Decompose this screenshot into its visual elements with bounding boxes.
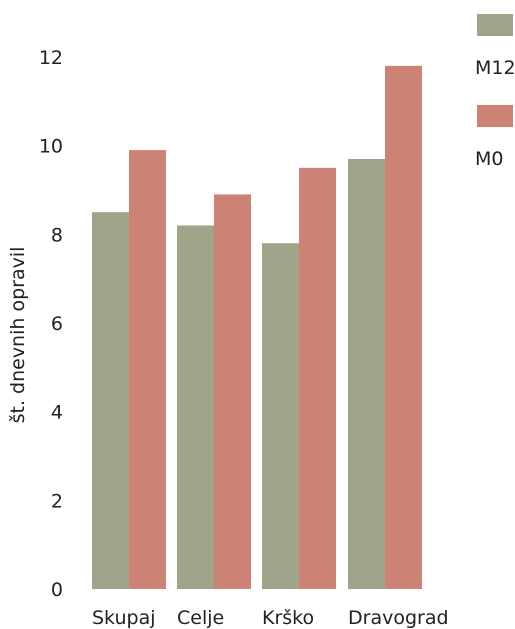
bar-m0-3 [385,65,422,589]
y-tick-label: 10 [39,136,63,158]
x-tick-label: Celje [177,607,224,629]
bar-m0-2 [299,167,336,590]
x-tick-label: Skupaj [92,607,156,629]
x-tick-label: Krško [262,607,314,629]
legend-label: M0 [475,148,503,170]
bar-m12-2 [262,243,299,589]
bar-m12-3 [348,158,385,589]
legend: M12 M0 [475,14,515,170]
x-tick-label: Dravograd [348,607,449,629]
y-tick-label: 2 [51,490,63,512]
y-tick-label: 0 [51,579,63,601]
y-axis-label: št. dnevnih opravil [7,247,29,424]
y-axis: 0 2 4 6 8 10 12 [39,47,63,601]
y-tick-label: 8 [51,224,63,246]
y-tick-label: 4 [51,402,63,424]
y-tick-label: 12 [39,47,63,69]
bar-m0-0 [129,150,166,589]
bar-m12-0 [92,212,129,589]
bars [92,65,422,590]
legend-swatch-m0 [477,105,513,127]
x-axis: Skupaj Celje Krško Dravograd [92,607,449,629]
y-tick-label: 6 [51,313,63,335]
bar-m12-1 [177,225,214,589]
bar-m0-1 [214,194,251,589]
legend-label: M12 [475,57,515,79]
legend-swatch-m12 [477,14,513,36]
